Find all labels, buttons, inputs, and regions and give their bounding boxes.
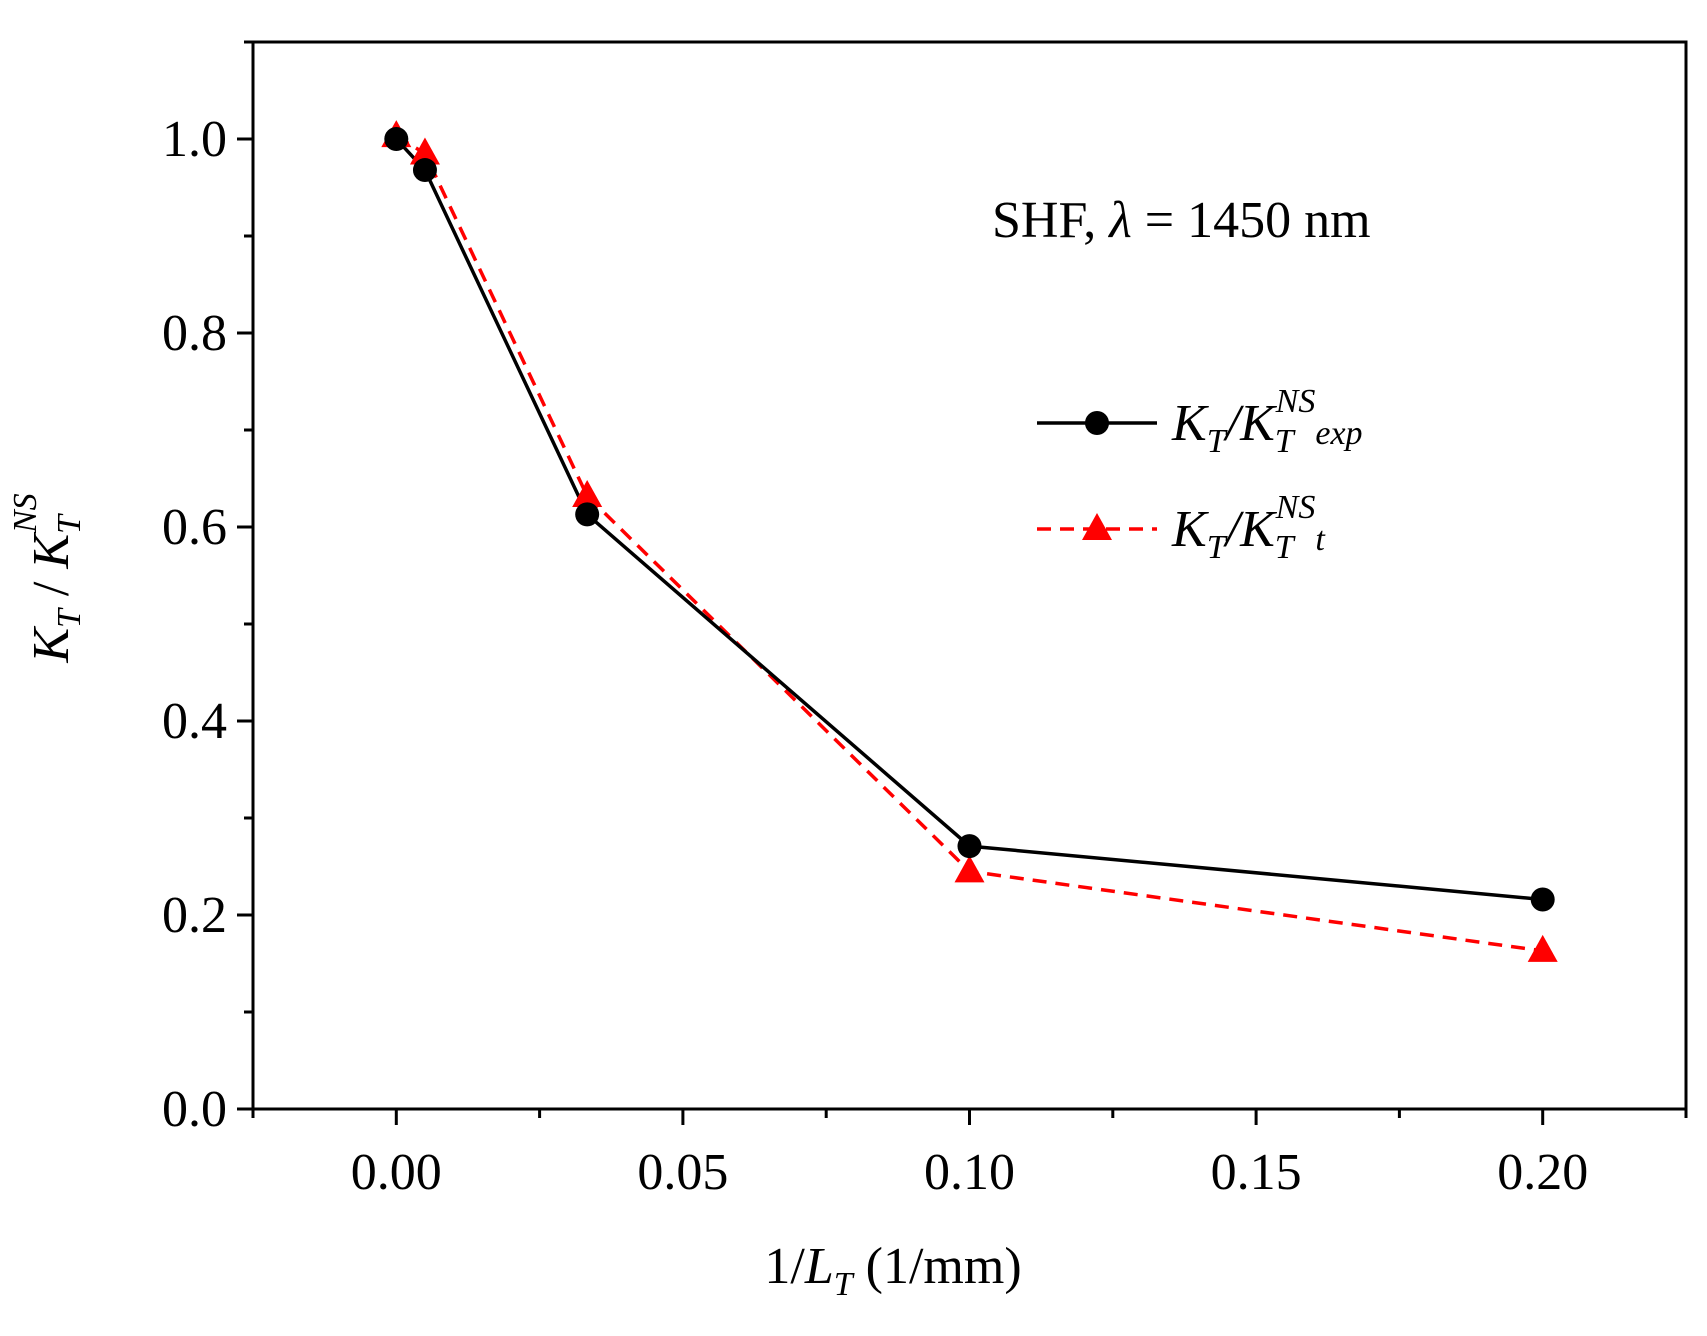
- y-axis: 0.0 0.2 0.4 0.6 0.8 1.0: [162, 40, 253, 1138]
- legend-label-t: KT/KTNSt: [1171, 489, 1326, 566]
- plot-border: [251, 40, 1688, 1111]
- x-tick-label: 0.00: [351, 1144, 442, 1201]
- x-axis-title: 1/LT (1/mm): [764, 1238, 1021, 1303]
- chart-annotation: SHF, λ = 1450 nm: [992, 192, 1371, 249]
- data-point-t: [409, 137, 440, 165]
- x-tick-label: 0.15: [1211, 1144, 1302, 1201]
- x-tick-label: 0.10: [924, 1144, 1015, 1201]
- data-point-exp: [1530, 887, 1555, 912]
- legend-marker-t: [1082, 513, 1112, 540]
- y-tick-label: 0.6: [162, 499, 227, 556]
- y-tick-label: 0.8: [162, 305, 227, 362]
- y-tick-label: 0.4: [162, 693, 227, 750]
- series-line-t: [395, 134, 1543, 953]
- legend: KT/KTNSexp KT/KTNSt: [1037, 383, 1363, 566]
- series-line-exp: [395, 137, 1543, 902]
- y-tick-label: 1.0: [162, 111, 227, 168]
- plot-frame: [251, 40, 1688, 1111]
- y-axis-title: KT / KTNS: [7, 493, 88, 663]
- data-point-exp: [412, 158, 437, 183]
- y-tick-label: 0.0: [162, 1081, 227, 1138]
- x-axis: 0.00 0.05 0.10 0.15 0.20: [251, 1109, 1688, 1201]
- x-tick-label: 0.20: [1497, 1144, 1588, 1201]
- legend-entry-exp: KT/KTNSexp: [1037, 383, 1363, 460]
- data-point-exp: [575, 502, 600, 527]
- legend-label-exp: KT/KTNSexp: [1171, 383, 1363, 460]
- data-point-exp: [384, 127, 409, 151]
- data-point-exp: [957, 834, 982, 859]
- y-tick-label: 0.2: [162, 887, 227, 944]
- data-point-t: [572, 479, 603, 507]
- x-tick-label: 0.05: [637, 1144, 728, 1201]
- data-point-t: [954, 855, 985, 883]
- series-layer: [381, 120, 1558, 962]
- legend-marker-exp: [1085, 411, 1109, 435]
- data-point-t: [1527, 934, 1558, 962]
- legend-entry-t: KT/KTNSt: [1037, 489, 1326, 566]
